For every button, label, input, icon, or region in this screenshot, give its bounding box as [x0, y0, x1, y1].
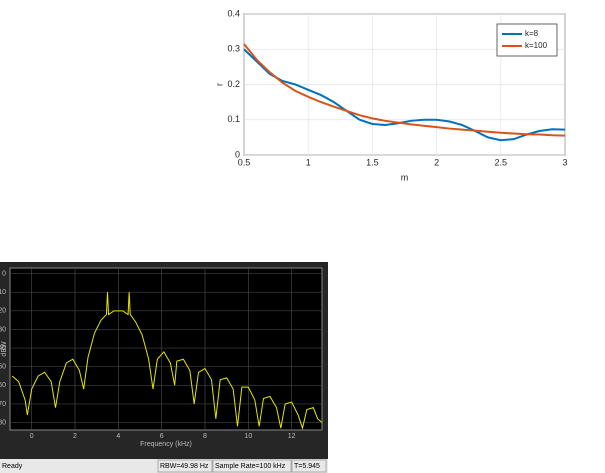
- status-cell: [212, 459, 292, 473]
- x-tick-label: 2: [434, 157, 439, 167]
- status-cell: [291, 459, 327, 473]
- x-tick-label: 1.5: [366, 157, 379, 167]
- data-line: [243, 43, 566, 137]
- x-tick-label: 2.5: [495, 157, 508, 167]
- y-tick-label: -80: [0, 419, 6, 426]
- x-axis-label: m: [401, 172, 409, 182]
- y-tick-label: -10: [0, 289, 6, 296]
- x-tick-label: 4: [116, 433, 120, 440]
- y-tick-label: -60: [0, 382, 6, 389]
- y-tick-label: 0: [2, 270, 6, 277]
- x-tick-label: 6: [160, 433, 164, 440]
- x-tick-label: 3: [562, 157, 567, 167]
- y-tick-label: -50: [0, 364, 6, 371]
- y-tick-label: -30: [0, 326, 6, 333]
- x-tick-label: 8: [203, 433, 207, 440]
- data-line: [243, 48, 566, 142]
- plot-area: [9, 267, 323, 431]
- y-tick-label: 0.2: [227, 79, 240, 89]
- status-cell: [157, 459, 213, 473]
- x-tick-label: 12: [288, 433, 296, 440]
- y-tick-label: 0: [235, 149, 240, 159]
- y-tick-label: -40: [0, 345, 6, 352]
- legend-label: k=100: [525, 41, 548, 50]
- y-tick-label: 0.1: [227, 114, 240, 124]
- x-tick-label: 0: [30, 433, 34, 440]
- x-tick-label: 0.5: [238, 157, 251, 167]
- legend-box: [496, 23, 558, 57]
- y-tick-label: -20: [0, 308, 6, 315]
- y-axis-label: dBW: [1, 341, 8, 357]
- y-axis-label: r: [214, 83, 224, 86]
- y-tick-label: 0.4: [227, 8, 240, 18]
- status-rbw: RBW=49.98 Hz: [160, 463, 209, 470]
- data-line: [11, 292, 323, 430]
- status-sample-rate: Sample Rate=100 kHz: [215, 463, 286, 470]
- x-axis-label: Frequency (kHz): [140, 441, 192, 448]
- status-bar: [0, 459, 328, 473]
- y-tick-label: 0.3: [227, 44, 240, 54]
- y-tick-label: -70: [0, 401, 6, 408]
- status-time: T=5.945: [294, 463, 320, 470]
- x-tick-label: 10: [244, 433, 252, 440]
- x-tick-label: 1: [306, 157, 311, 167]
- status-state: Ready: [2, 463, 23, 470]
- legend-label: k=8: [525, 29, 539, 38]
- x-tick-label: 2: [73, 433, 77, 440]
